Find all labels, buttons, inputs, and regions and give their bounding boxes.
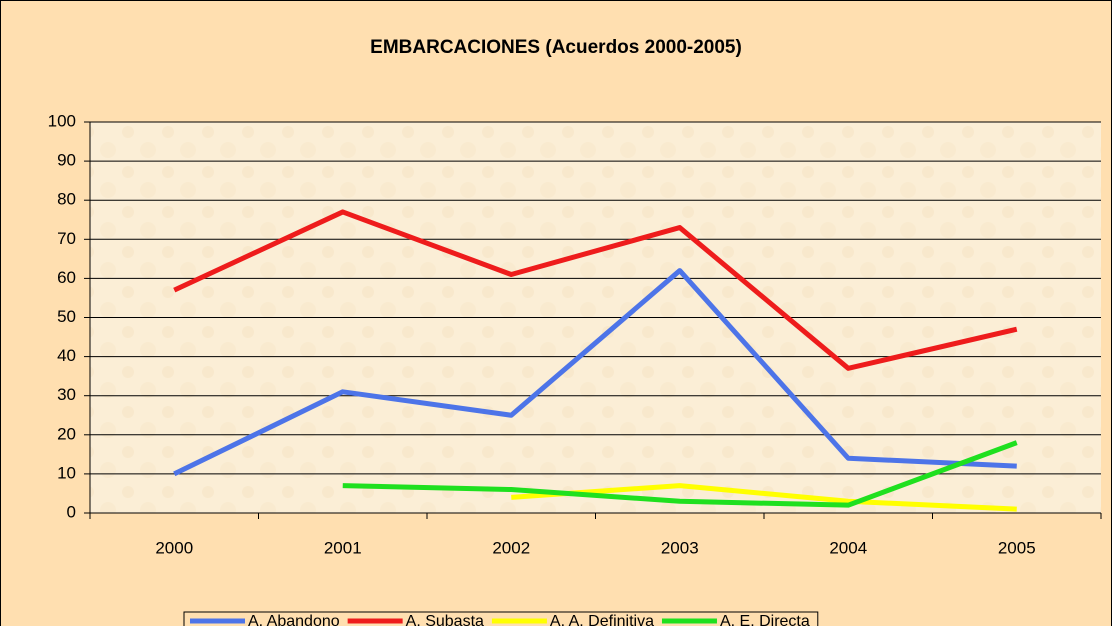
series-line bbox=[173, 268, 1017, 477]
series-line bbox=[342, 440, 1018, 508]
x-tick-label: 2000 bbox=[155, 538, 193, 557]
y-tick-label: 100 bbox=[48, 111, 76, 130]
series-line bbox=[173, 209, 1018, 371]
legend-label: A. E. Directa bbox=[720, 613, 810, 626]
y-tick-label: 30 bbox=[57, 385, 76, 404]
x-tick-label: 2002 bbox=[492, 538, 530, 557]
legend-label: A. Subasta bbox=[406, 613, 484, 626]
x-tick-label: 2005 bbox=[998, 538, 1036, 557]
x-tick-label: 2003 bbox=[661, 538, 699, 557]
y-tick-label: 50 bbox=[57, 307, 76, 326]
y-tick-label: 80 bbox=[57, 190, 76, 209]
chart-title: EMBARCACIONES (Acuerdos 2000-2005) bbox=[370, 37, 742, 58]
x-tick-label: 2001 bbox=[324, 538, 362, 557]
y-tick-label: 90 bbox=[57, 151, 76, 170]
y-tick-label: 70 bbox=[57, 229, 76, 248]
legend-label: A. A. Definitiva bbox=[550, 613, 654, 626]
legend-label: A. Abandono bbox=[248, 613, 340, 626]
y-tick-label: 60 bbox=[57, 268, 76, 287]
series-line bbox=[511, 483, 1017, 512]
x-tick-label: 2004 bbox=[829, 538, 867, 557]
y-tick-label: 40 bbox=[57, 346, 76, 365]
y-tick-label: 10 bbox=[57, 463, 76, 482]
y-tick-label: 20 bbox=[57, 424, 76, 443]
y-tick-label: 0 bbox=[67, 502, 76, 521]
